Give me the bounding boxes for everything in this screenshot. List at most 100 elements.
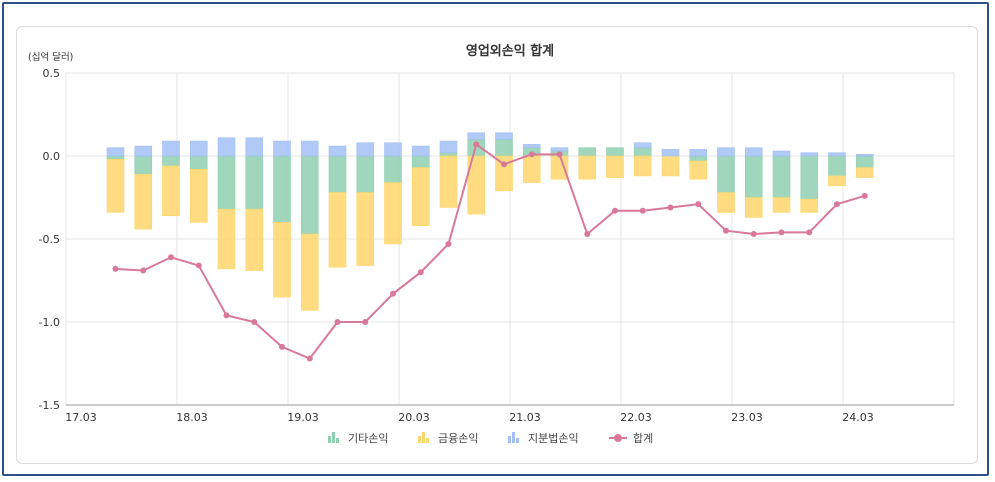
legend-bar-icon [332,432,335,443]
total-point [639,207,646,214]
bar-segment [855,154,874,157]
unit-label: (십억 달러) [28,51,73,63]
bar-segment [744,197,763,218]
bar-segment [495,132,513,140]
bar-segment [772,155,791,198]
bar-segment [661,149,680,157]
bar-segment [273,222,291,298]
total-point [362,319,369,325]
total-point [806,229,813,236]
bar-segment [828,155,846,177]
bar-segment [245,155,264,210]
bar-segment [162,155,180,167]
total-point [723,227,729,234]
x-tick-label: 21.03 [509,411,541,424]
bar-segment [134,173,153,230]
legend-label: 지분법손익 [528,432,579,445]
legend-bar-icon [508,436,511,443]
total-point [112,265,119,272]
bar-segment [162,140,180,157]
bar-segment [550,155,569,180]
y-tick-label: -1.0 [39,316,60,329]
bar-segment [356,142,375,157]
total-point [612,207,618,214]
bar-segment [689,155,708,162]
bar-segment [772,150,791,157]
legend[interactable]: 기타손익 금융손익 지분법손익 합계 [328,432,653,445]
total-point [501,161,507,168]
chart-title: 영업외손익 합계 [466,43,554,59]
bar-segment [744,147,763,157]
bar-segment [495,155,513,192]
x-tick-label: 19.03 [287,411,319,424]
bar-segment [717,147,735,157]
bar-segment [189,168,208,223]
bar-segment [744,155,763,198]
bar-segment [633,155,652,177]
bar-segment [828,175,846,187]
total-point [306,355,313,362]
bar-segment [411,167,430,227]
bar-segment [300,233,319,311]
bar-segment [467,132,486,140]
bar-segment [217,208,236,270]
bar-segment [689,149,708,157]
total-point [750,231,757,238]
bar-segment [633,142,652,149]
grid [65,72,955,406]
bar-segment [439,155,458,208]
bar-segment [495,139,513,157]
legend-bar-icon [418,436,421,443]
x-tick-label: 23.03 [731,411,763,424]
bar-segment [855,167,874,178]
legend-bar-icon [512,432,515,443]
total-line [112,141,868,362]
bar-segment [217,137,236,157]
bar-segment [384,182,402,245]
bar-segment [245,137,264,157]
bar-segment [411,155,430,168]
total-point [334,319,341,325]
bars [106,132,874,311]
x-tick-label: 20.03 [398,411,430,424]
bar-segment [328,145,347,157]
bar-segment [633,147,652,157]
bar-segment [384,155,402,183]
legend-label: 기타손익 [348,432,388,445]
legend-bar-icon [426,438,429,443]
y-tick-label: 0.5 [43,67,61,80]
total-point [251,319,258,325]
bar-segment [273,140,291,157]
bar-segment [578,147,597,157]
total-point [195,262,202,269]
bar-segment [828,152,846,157]
total-point [417,269,424,276]
bar-segment [800,152,819,157]
total-point [834,201,840,208]
bar-segment [217,155,236,210]
bar-segment [106,155,125,160]
legend-bar-icon [422,432,425,443]
bar-segment [106,147,125,157]
total-point [778,229,785,236]
total-point [667,204,674,211]
bar-segment [467,155,486,215]
x-tick-label: 18.03 [176,411,208,424]
bar-segment [606,155,624,178]
bar-segment [411,145,430,157]
bar-segment [328,192,347,268]
bar-segment [439,152,458,157]
total-point [695,201,702,208]
bar-segment [356,155,375,193]
legend-bar-icon [336,438,339,443]
legend-label: 합계 [633,432,653,445]
bar-segment [800,155,819,200]
y-tick-label: -1.5 [39,399,60,412]
legend-label: 금융손익 [438,432,478,445]
bar-segment [134,145,153,157]
total-point [556,151,563,158]
total-point [861,192,868,199]
bar-segment [772,197,791,213]
total-point [528,151,535,158]
